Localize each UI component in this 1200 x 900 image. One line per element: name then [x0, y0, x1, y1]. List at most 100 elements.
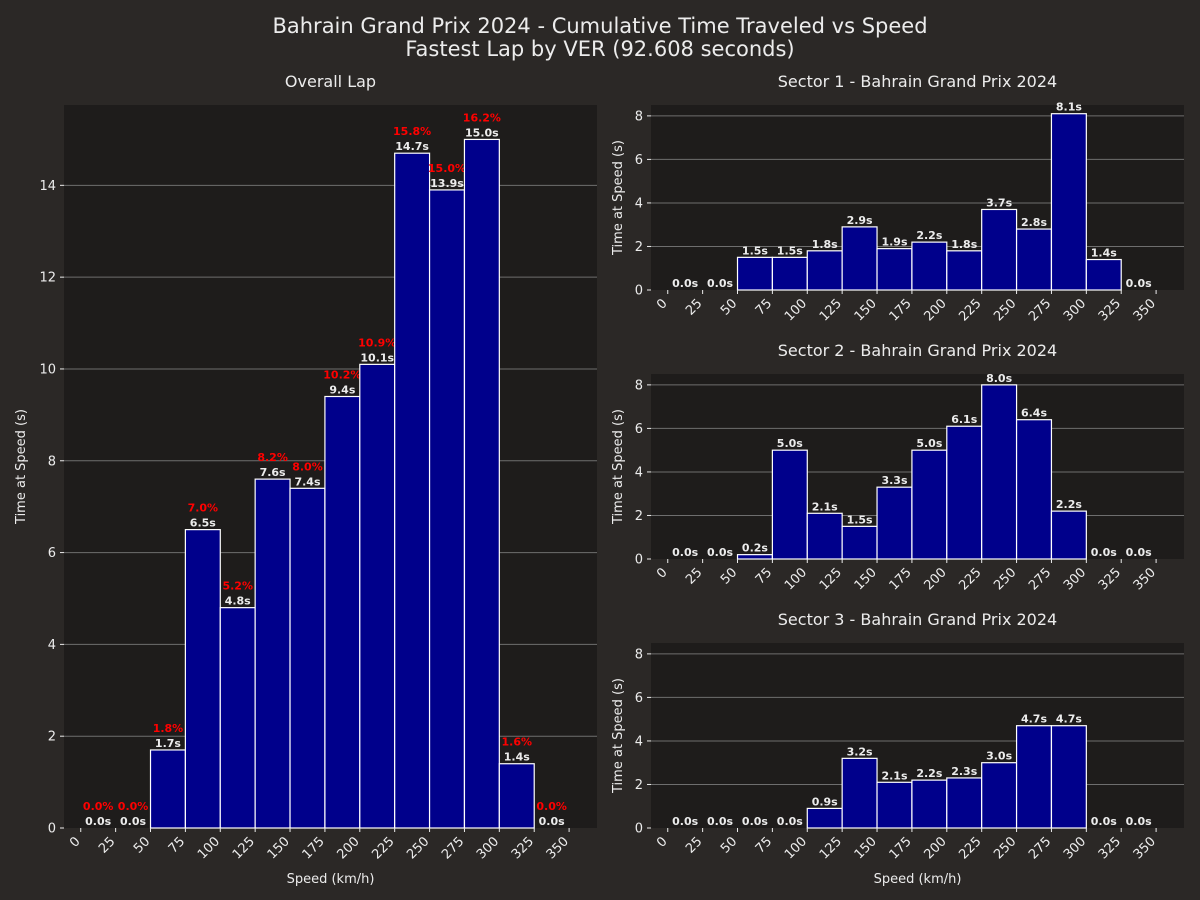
y-tick-label: 6: [635, 153, 643, 168]
x-tick-label: 325: [1096, 834, 1124, 862]
x-tick-label: 200: [334, 834, 362, 862]
bar-percent-label: 15.0%: [428, 162, 466, 175]
bar-percent-label: 0.0%: [536, 800, 567, 813]
bar: [1015, 419, 1053, 560]
bar-percent-label: 10.2%: [323, 368, 361, 381]
y-tick-label: 2: [635, 509, 643, 524]
bar: [841, 525, 878, 560]
x-tick-label: 275: [1026, 296, 1054, 324]
x-tick-label: 125: [817, 565, 845, 593]
bar: [841, 757, 878, 829]
y-tick-label: 8: [635, 378, 643, 393]
bar-value-label: 7.4s: [294, 475, 320, 488]
x-tick-label: 325: [1096, 565, 1124, 593]
y-tick-label: 2: [635, 240, 643, 255]
x-tick-label: 225: [956, 296, 984, 324]
bar: [184, 529, 221, 829]
figure-subtitle: Fastest Lap by VER (92.608 seconds): [405, 37, 795, 61]
y-tick-label: 2: [635, 778, 643, 793]
bar-value-label: 5.0s: [777, 437, 803, 450]
bar-value-label: 2.1s: [812, 500, 838, 513]
bar-percent-label: 1.8%: [153, 722, 184, 735]
bar-value-label: 0.0s: [707, 277, 733, 290]
bar-value-label: 5.0s: [916, 437, 942, 450]
bar-percent-label: 8.0%: [292, 460, 323, 473]
bar: [876, 248, 913, 291]
x-tick-label: 300: [1061, 565, 1089, 593]
bar: [1050, 510, 1087, 560]
bar-value-label: 0.0s: [707, 546, 733, 559]
bar-value-label: 0.0s: [707, 815, 733, 828]
x-tick-label: 150: [852, 565, 880, 593]
bar-value-label: 7.6s: [260, 466, 286, 479]
y-axis-label: Time at Speed (s): [611, 140, 626, 256]
bar-value-label: 0.0s: [85, 815, 111, 828]
x-tick-label: 25: [683, 834, 705, 856]
x-tick-label: 0: [654, 565, 670, 581]
x-tick-label: 175: [887, 565, 915, 593]
x-tick-label: 25: [683, 565, 705, 587]
x-tick-label: 0: [654, 296, 670, 312]
bar-value-label: 2.2s: [916, 767, 942, 780]
bar: [1085, 258, 1122, 291]
bar: [254, 478, 291, 829]
bar: [981, 762, 1018, 829]
bar: [806, 807, 843, 829]
bar-value-label: 0.0s: [1126, 546, 1152, 559]
figure-title: Bahrain Grand Prix 2024 - Cumulative Tim…: [272, 14, 928, 38]
panel-title: Sector 2 - Bahrain Grand Prix 2024: [778, 341, 1057, 360]
x-tick-label: 150: [265, 834, 293, 862]
bar: [981, 208, 1018, 291]
bar: [911, 779, 948, 829]
bar-value-label: 3.0s: [986, 750, 1012, 763]
y-tick-label: 0: [635, 822, 643, 837]
bar-value-label: 1.4s: [1091, 247, 1117, 260]
bar: [1015, 228, 1053, 291]
bar-value-label: 6.4s: [1021, 407, 1047, 420]
panel-title: Sector 3 - Bahrain Grand Prix 2024: [778, 610, 1057, 629]
y-tick-label: 6: [635, 691, 643, 706]
bar-value-label: 0.9s: [812, 795, 838, 808]
y-tick-label: 0: [635, 284, 643, 299]
bar-value-label: 9.4s: [329, 383, 355, 396]
x-tick-label: 225: [369, 834, 397, 862]
bar-value-label: 1.8s: [951, 238, 977, 251]
bar: [946, 250, 983, 291]
x-tick-label: 75: [753, 565, 775, 587]
x-tick-label: 75: [166, 834, 188, 856]
x-tick-label: 300: [1061, 834, 1089, 862]
bar-value-label: 2.2s: [1056, 498, 1082, 511]
x-tick-label: 325: [1096, 296, 1124, 324]
x-tick-label: 275: [439, 834, 467, 862]
bar: [876, 486, 913, 560]
x-tick-label: 100: [195, 834, 223, 862]
bar-value-label: 0.0s: [672, 546, 698, 559]
bar-value-label: 0.2s: [742, 542, 768, 555]
x-tick-label: 250: [991, 834, 1019, 862]
x-tick-label: 350: [544, 834, 572, 862]
bar-value-label: 4.7s: [1056, 713, 1082, 726]
x-tick-label: 125: [230, 834, 258, 862]
chart-panel-4: 0 2 4 6 8 0.0s 0.0s 0.0s 0.0s 0.9s 3.2s 2.1s 2.2s 2.3…: [611, 610, 1184, 887]
x-tick-label: 75: [753, 834, 775, 856]
x-tick-label: 100: [782, 296, 810, 324]
bar-value-label: 4.8s: [225, 595, 251, 608]
bar: [771, 449, 808, 560]
x-tick-label: 100: [782, 565, 810, 593]
x-tick-label: 175: [300, 834, 328, 862]
bar: [324, 395, 361, 829]
bar: [946, 777, 983, 829]
bar: [289, 487, 326, 829]
y-tick-label: 6: [635, 422, 643, 437]
bar-percent-label: 8.2%: [257, 451, 288, 464]
bar-value-label: 8.0s: [986, 372, 1012, 385]
x-tick-label: 275: [1026, 834, 1054, 862]
y-tick-label: 10: [39, 362, 56, 377]
bar-percent-label: 15.8%: [393, 125, 431, 138]
bar: [946, 425, 983, 560]
bar-percent-label: 5.2%: [222, 580, 253, 593]
x-tick-label: 225: [956, 565, 984, 593]
x-tick-label: 75: [753, 296, 775, 318]
y-axis-label: Time at Speed (s): [14, 409, 29, 525]
